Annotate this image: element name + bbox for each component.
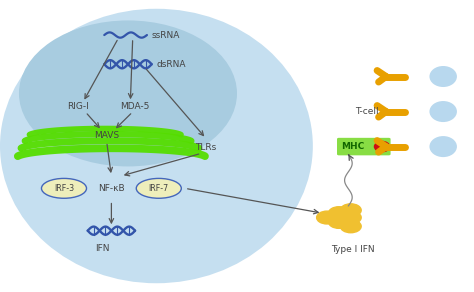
Ellipse shape xyxy=(429,66,457,87)
Ellipse shape xyxy=(429,136,457,157)
Circle shape xyxy=(340,204,361,217)
Text: TLRs: TLRs xyxy=(196,143,217,152)
Text: IRF-7: IRF-7 xyxy=(149,184,169,193)
Ellipse shape xyxy=(42,178,86,198)
Text: dsRNA: dsRNA xyxy=(156,60,186,69)
Text: IRF-3: IRF-3 xyxy=(54,184,74,193)
Ellipse shape xyxy=(429,101,457,122)
Text: T-cell: T-cell xyxy=(356,107,379,116)
Ellipse shape xyxy=(374,141,391,152)
Text: RIG-I: RIG-I xyxy=(67,102,89,111)
Circle shape xyxy=(340,220,361,233)
Text: ssRNA: ssRNA xyxy=(152,31,180,39)
Text: MHC: MHC xyxy=(341,142,365,151)
Text: MAVS: MAVS xyxy=(94,131,119,140)
Ellipse shape xyxy=(0,9,313,283)
Text: IFN: IFN xyxy=(95,244,109,253)
Circle shape xyxy=(317,211,337,224)
Ellipse shape xyxy=(19,20,237,166)
Text: Type I IFN: Type I IFN xyxy=(331,245,375,254)
FancyBboxPatch shape xyxy=(337,138,391,155)
Circle shape xyxy=(328,207,349,220)
Text: NF-κB: NF-κB xyxy=(98,184,125,193)
Circle shape xyxy=(340,211,361,224)
Ellipse shape xyxy=(137,178,181,198)
Circle shape xyxy=(328,215,349,228)
Text: MDA-5: MDA-5 xyxy=(120,102,150,111)
